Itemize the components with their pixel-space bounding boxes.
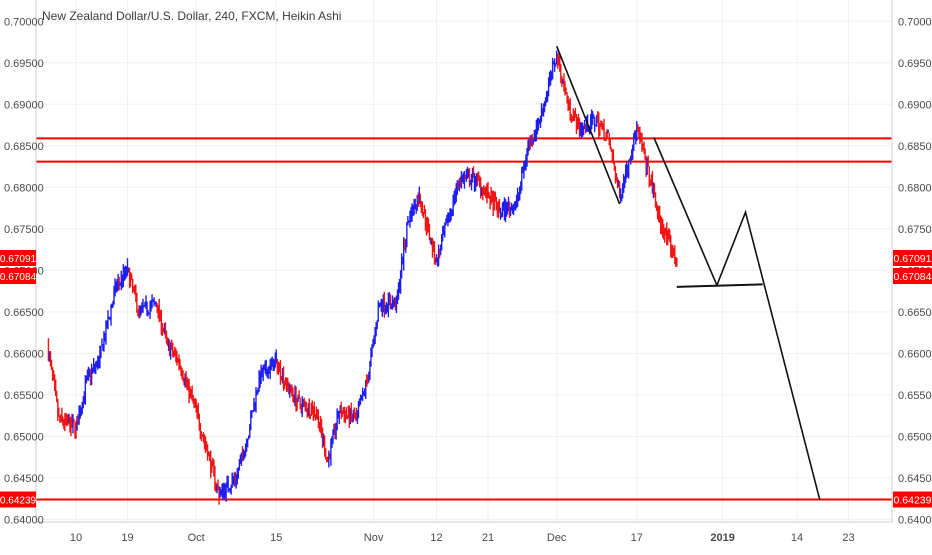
price-badge-right [893, 250, 932, 266]
y-tick-label-right: 0.68000 [898, 182, 932, 194]
x-tick-label: Oct [188, 532, 205, 544]
trend-drawings [555, 45, 821, 501]
price-badge-right-text: 0.67091 [894, 253, 932, 265]
y-tick-label-left: 0.64500 [4, 473, 44, 485]
y-tick-label-right: 0.65000 [898, 431, 932, 443]
y-tick-label-right: 0.69000 [898, 99, 932, 111]
y-tick-label-right: 0.68500 [898, 141, 932, 153]
price-badge-left-text: 0.67084 [0, 272, 37, 283]
x-tick-label: Nov [364, 532, 384, 544]
y-tick-label-right: 0.69500 [898, 58, 932, 70]
price-badge-right [893, 268, 932, 284]
y-tick-label-left: 0.69000 [4, 99, 44, 111]
x-tick-label: 21 [482, 532, 494, 544]
x-tick-label: 15 [270, 532, 282, 544]
price-badge-left-text: 0.64239 [0, 496, 37, 507]
y-tick-label-right: 0.66500 [898, 307, 932, 319]
y-tick-label-left: 0.66500 [4, 307, 44, 319]
price-badge-left [0, 268, 36, 284]
y-tick-label-left: 0.68000 [4, 182, 44, 194]
x-tick-label: 2019 [710, 532, 734, 544]
y-tick-label-left: 0.65000 [4, 431, 44, 443]
price-badge-right-text: 0.64239 [894, 495, 932, 507]
price-badge-left [0, 491, 36, 508]
price-badge-left-text: 0.67091 [0, 254, 37, 265]
trend-line[interactable] [555, 45, 621, 205]
x-tick-label: Dec [547, 532, 567, 544]
price-series [47, 50, 678, 505]
y-tick-label-left: 0.68500 [4, 141, 44, 153]
chart-title: New Zealand Dollar/U.S. Dollar, 240, FXC… [42, 9, 341, 23]
price-badges: 0.67091 0.67084 0.64239 0.67091 0.67084 0.642… [0, 250, 932, 508]
x-tick-label: 23 [842, 532, 854, 544]
x-tick-label: 12 [430, 532, 442, 544]
horizontal-levels [36, 137, 892, 501]
y-tick-label-right: 0.64000 [898, 514, 932, 526]
x-tick-label: 10 [70, 532, 82, 544]
y-tick-label-left: 0.65500 [4, 390, 44, 402]
price-badge-left [0, 250, 36, 266]
y-tick-label-right: 0.64500 [898, 473, 932, 485]
y-tick-label-right: 0.66000 [898, 348, 932, 360]
x-tick-label: 14 [791, 532, 803, 544]
y-tick-label-right: 0.70000 [898, 16, 932, 28]
x-tick-label: 19 [121, 532, 133, 544]
y-tick-label-left: 0.67500 [4, 224, 44, 236]
x-tick-label: 17 [631, 532, 643, 544]
y-tick-label-right: 0.67500 [898, 224, 932, 236]
price-badge-right [893, 491, 932, 508]
y-tick-label-left: 0.66000 [4, 348, 44, 360]
y-tick-label-left: 0.69500 [4, 58, 44, 70]
y-tick-label-left: 0.70000 [4, 16, 44, 28]
y-tick-label-right: 0.65500 [898, 390, 932, 402]
y-tick-label-left: 0.64000 [4, 514, 44, 526]
price-badge-right-text: 0.67084 [894, 271, 932, 283]
x-axis[interactable]: 10 19 Oct 15 Nov 12 21 Dec 17 2019 14 23 [70, 532, 855, 544]
trend-line[interactable] [653, 137, 821, 501]
trend-line[interactable] [676, 283, 763, 288]
